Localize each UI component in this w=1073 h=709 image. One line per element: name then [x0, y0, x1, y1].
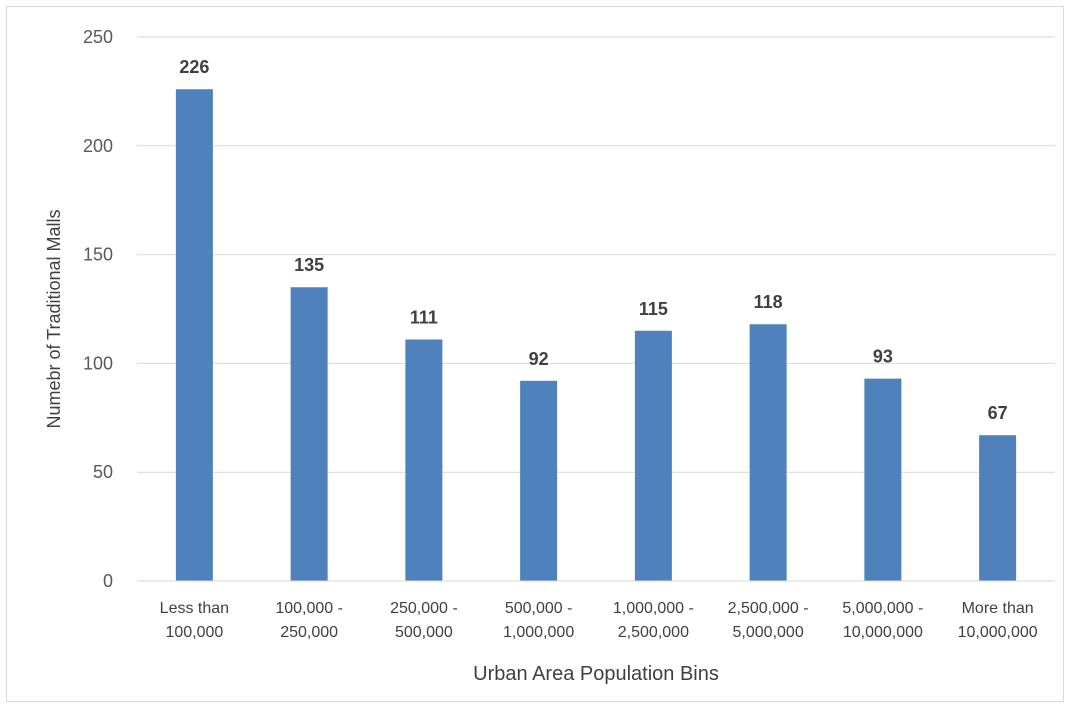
- x-tick-label: 10,000,000: [958, 624, 1038, 641]
- x-tick-label: 10,000,000: [843, 624, 923, 641]
- x-tick-label: More than: [962, 600, 1034, 617]
- y-tick-label: 200: [83, 136, 113, 156]
- chart-frame: [6, 6, 1064, 702]
- x-tick-label: 1,000,000 -: [613, 600, 694, 617]
- y-tick-label: 150: [83, 245, 113, 265]
- x-tick-label: 100,000: [165, 624, 223, 641]
- bar: [634, 330, 672, 581]
- x-tick-label: 500,000 -: [505, 600, 573, 617]
- bar-value-label: 135: [294, 255, 324, 275]
- bar: [290, 287, 328, 581]
- x-tick-label: 500,000: [395, 624, 453, 641]
- data-labels: 226 135 111 92 115 118 93 67: [179, 57, 1007, 423]
- bar-value-label: 118: [754, 292, 783, 312]
- bar: [520, 380, 558, 581]
- bar: [979, 435, 1017, 581]
- x-tick-label: 2,500,000: [618, 624, 689, 641]
- y-tick-label: 100: [83, 353, 113, 373]
- x-tick-label: 250,000: [280, 624, 338, 641]
- x-tick-label: 2,500,000 -: [728, 600, 809, 617]
- x-tick-label: 100,000 -: [275, 600, 343, 617]
- bar-value-label: 93: [873, 347, 893, 367]
- x-axis-category-labels: Less than 100,000 100,000 - 250,000 250,000 …: [160, 600, 1038, 641]
- y-tick-label: 50: [93, 462, 113, 482]
- bar-value-label: 111: [410, 307, 438, 327]
- x-tick-label: 1,000,000: [503, 624, 574, 641]
- bar: [405, 339, 443, 581]
- bar-value-label: 226: [179, 57, 209, 77]
- y-tick-label: 0: [103, 571, 113, 591]
- bar: [749, 324, 787, 581]
- x-tick-label: 5,000,000: [733, 624, 804, 641]
- x-tick-label: 5,000,000 -: [842, 600, 923, 617]
- bars: [175, 89, 1017, 581]
- bar: [864, 378, 902, 581]
- x-tick-label: 250,000 -: [390, 600, 458, 617]
- x-axis-title: Urban Area Population Bins: [473, 663, 719, 685]
- bar-value-label: 67: [988, 403, 1008, 423]
- x-tick-label: Less than: [160, 600, 229, 617]
- y-tick-label: 250: [83, 27, 113, 47]
- bar: [175, 89, 213, 581]
- bar-value-label: 115: [639, 299, 668, 319]
- bar-value-label: 92: [529, 349, 549, 369]
- gridlines: [137, 36, 1055, 473]
- y-axis-ticks: 0 50 100 150 200 250: [83, 27, 113, 591]
- y-axis-title: Numebr of Traditional Malls: [44, 209, 64, 428]
